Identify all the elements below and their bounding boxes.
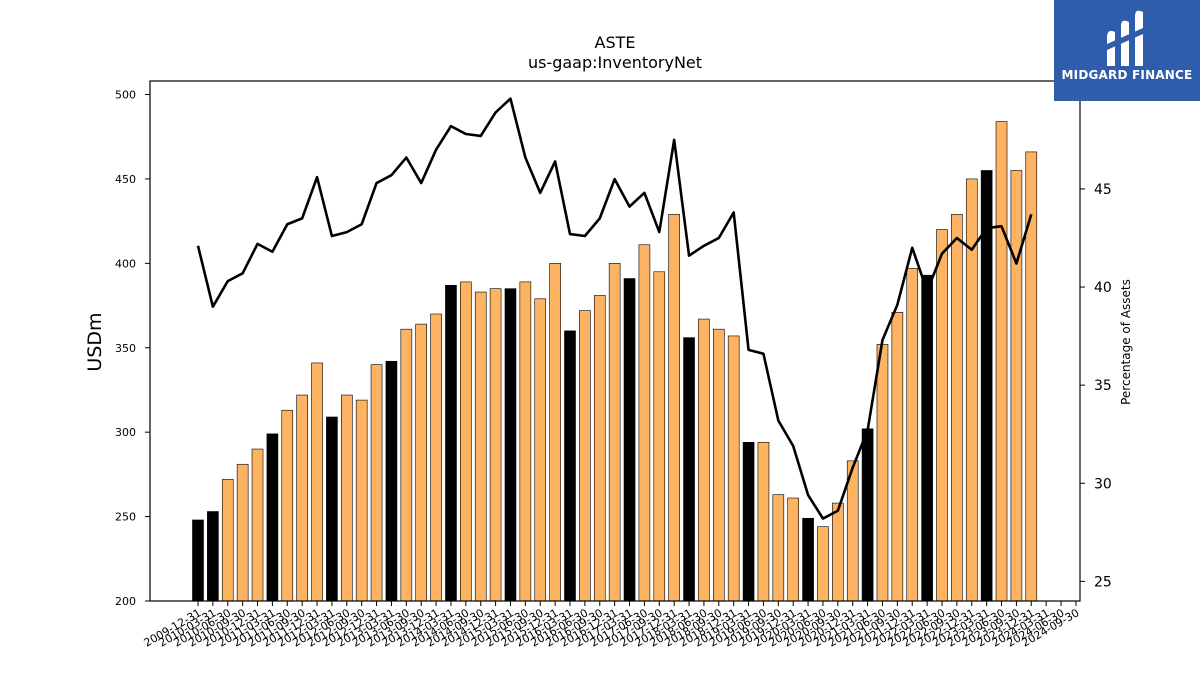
y2-ticks: 25 30 35 40 45 xyxy=(1080,182,1112,590)
bar xyxy=(296,394,308,602)
bar xyxy=(876,344,889,602)
bar xyxy=(236,463,249,602)
bar xyxy=(698,318,710,602)
bar xyxy=(936,229,948,602)
y2-tick-label: 35 xyxy=(1094,378,1112,394)
bar xyxy=(832,502,844,602)
bar xyxy=(861,428,874,602)
y-tick-label: 250 xyxy=(115,511,136,524)
bar xyxy=(445,284,457,602)
bar xyxy=(608,263,621,602)
bar xyxy=(519,281,532,602)
y2-tick-label: 25 xyxy=(1094,574,1112,590)
bar xyxy=(772,494,785,602)
x-ticks: 2009-12-312010-03-312010-06-302010-09-30… xyxy=(142,601,1081,650)
chart-title: ASTE xyxy=(595,33,636,52)
bar xyxy=(742,441,755,602)
y-tick-label: 350 xyxy=(115,342,136,355)
brand-logo: MIDGARD FINANCE xyxy=(1054,0,1200,101)
bar xyxy=(311,362,323,602)
bar xyxy=(802,517,814,602)
bar xyxy=(727,335,740,602)
series-line xyxy=(196,97,1033,520)
brand-name: MIDGARD FINANCE xyxy=(1061,68,1193,82)
line-layer xyxy=(196,97,1033,520)
bar xyxy=(683,337,695,602)
bar xyxy=(281,409,294,602)
y-tick-label: 200 xyxy=(115,595,136,608)
bar xyxy=(534,298,547,602)
bar xyxy=(623,278,636,602)
bar xyxy=(891,311,904,602)
bar xyxy=(400,328,413,602)
bar xyxy=(921,274,933,602)
bar xyxy=(995,121,1008,602)
bar xyxy=(579,310,591,602)
y2-tick-label: 30 xyxy=(1094,476,1112,492)
bar xyxy=(549,263,561,602)
bar xyxy=(757,441,770,602)
y-tick-label: 500 xyxy=(115,89,136,102)
bar xyxy=(370,364,383,602)
bar xyxy=(668,214,680,602)
y-tick-label: 400 xyxy=(115,257,136,270)
y-ticks: 200 250 300 350 400 450 500 xyxy=(115,89,150,608)
y-tick-label: 300 xyxy=(115,426,136,439)
bar xyxy=(326,416,338,602)
y-tick-label: 450 xyxy=(115,173,136,186)
bar xyxy=(653,271,666,602)
bar xyxy=(460,281,472,602)
bar xyxy=(712,328,725,602)
bar xyxy=(385,360,398,602)
bar xyxy=(415,323,428,602)
bar xyxy=(489,288,502,602)
bar xyxy=(474,291,487,602)
bar xyxy=(340,394,353,602)
y2-tick-label: 40 xyxy=(1094,280,1112,296)
bar xyxy=(266,433,279,602)
chart-subtitle: us-gaap:InventoryNet xyxy=(528,53,702,72)
bar xyxy=(906,268,919,602)
y-axis-label: USDm xyxy=(84,312,106,371)
y2-tick-label: 45 xyxy=(1094,182,1112,198)
bar xyxy=(817,526,829,602)
bar xyxy=(221,479,234,602)
bar xyxy=(593,295,606,602)
bar xyxy=(1025,151,1038,602)
bar xyxy=(207,511,219,602)
bar xyxy=(951,214,963,602)
y2-axis-label: Percentage of Assets xyxy=(1119,279,1133,405)
bar xyxy=(251,448,264,602)
bar xyxy=(355,399,368,602)
bar xyxy=(192,519,204,602)
bar xyxy=(787,497,800,602)
bar xyxy=(638,244,651,602)
midgard-logo-icon xyxy=(1107,10,1143,67)
bars-layer xyxy=(192,121,1038,602)
bar xyxy=(504,288,517,602)
bar xyxy=(430,313,442,602)
bar xyxy=(1010,170,1023,602)
bar xyxy=(564,330,576,602)
